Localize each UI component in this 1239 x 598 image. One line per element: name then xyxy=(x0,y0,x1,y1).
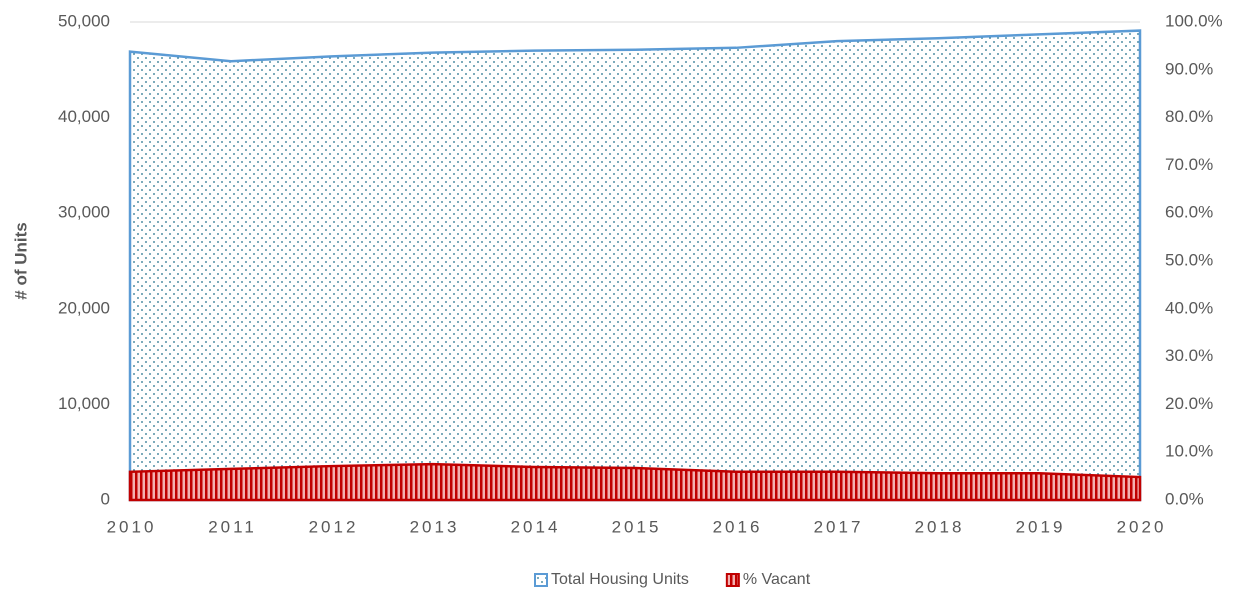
y-tick-label: 40,000 xyxy=(58,107,110,126)
area xyxy=(128,29,1142,502)
x-tick-label: 2012 xyxy=(309,517,359,536)
y-tick-label: 10,000 xyxy=(58,394,110,413)
x-tick-label: 2016 xyxy=(713,517,763,536)
x-tick-label: 2020 xyxy=(1117,517,1167,536)
y2-tick-label: 80.0% xyxy=(1165,107,1213,126)
x-tick-label: 2014 xyxy=(511,517,561,536)
legend-label: Total Housing Units xyxy=(551,571,689,588)
legend-swatch xyxy=(725,573,740,587)
y-tick-label: 50,000 xyxy=(58,11,110,30)
y2-tick-label: 20.0% xyxy=(1165,394,1213,413)
y2-tick-label: 90.0% xyxy=(1165,59,1213,78)
y2-tick-label: 40.0% xyxy=(1165,298,1213,317)
x-tick-label: 2019 xyxy=(1016,517,1066,536)
y2-tick-label: 30.0% xyxy=(1165,346,1213,365)
x-tick-label: 2017 xyxy=(814,517,864,536)
y2-tick-label: 50.0% xyxy=(1165,250,1213,269)
x-tick-label: 2013 xyxy=(410,517,460,536)
legend-swatch xyxy=(534,573,548,587)
legend-label: % Vacant xyxy=(743,571,811,588)
y-tick-label: 30,000 xyxy=(58,203,110,222)
y-tick-label: 20,000 xyxy=(58,298,110,317)
y2-tick-label: 70.0% xyxy=(1165,155,1213,174)
y2-tick-label: 0.0% xyxy=(1165,489,1204,508)
y-axis-title: # of Units xyxy=(11,222,30,299)
x-tick-label: 2018 xyxy=(915,517,965,536)
y-tick-label: 0 xyxy=(101,489,110,508)
area xyxy=(128,462,1142,502)
y2-tick-label: 60.0% xyxy=(1165,203,1213,222)
x-tick-label: 2015 xyxy=(612,517,662,536)
y2-tick-label: 100.0% xyxy=(1165,11,1223,30)
x-tick-label: 2011 xyxy=(208,517,257,536)
y2-tick-label: 10.0% xyxy=(1165,442,1213,461)
x-tick-label: 2010 xyxy=(107,517,157,536)
